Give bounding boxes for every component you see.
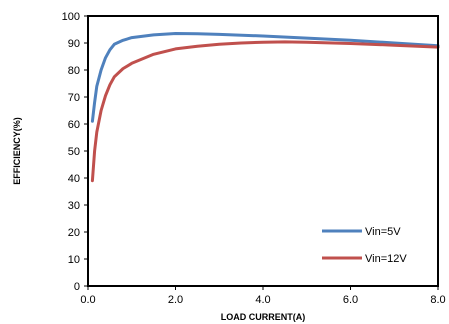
legend-label-0: Vin=5V (365, 226, 401, 238)
y-tick-label: 0 (74, 281, 80, 293)
y-tick-label: 80 (68, 65, 80, 77)
y-tick-label: 60 (68, 119, 80, 131)
x-tick-label: 8.0 (430, 294, 445, 306)
y-tick-label: 20 (68, 227, 80, 239)
y-tick-label: 30 (68, 200, 80, 212)
x-tick-label: 4.0 (255, 294, 270, 306)
series-layer (90, 32, 440, 183)
y-tick-label: 100 (62, 11, 80, 23)
series-line-1 (90, 40, 440, 183)
series-line-0 (90, 32, 440, 123)
x-axis-title: LOAD CURRENT(A) (221, 312, 306, 322)
x-tick-label: 2.0 (168, 294, 183, 306)
x-axis-ticks: 0.0 2.0 4.0 6.0 8.0 (80, 286, 446, 306)
y-tick-label: 90 (68, 38, 80, 50)
x-tick-label: 0.0 (80, 294, 95, 306)
y-tick-label: 50 (68, 146, 80, 158)
y-tick-label: 70 (68, 92, 80, 104)
y-tick-label: 10 (68, 254, 80, 266)
x-tick-label: 6.0 (343, 294, 358, 306)
plot-frame (87, 15, 439, 287)
y-axis-title: EFFICIENCY(%) (12, 117, 22, 185)
legend-label-1: Vin=12V (365, 253, 407, 265)
legend: Vin=5V Vin=12V (322, 226, 407, 265)
y-tick-label: 40 (68, 173, 80, 185)
y-axis-ticks: 0 10 20 30 40 50 60 70 80 90 100 (62, 11, 88, 293)
